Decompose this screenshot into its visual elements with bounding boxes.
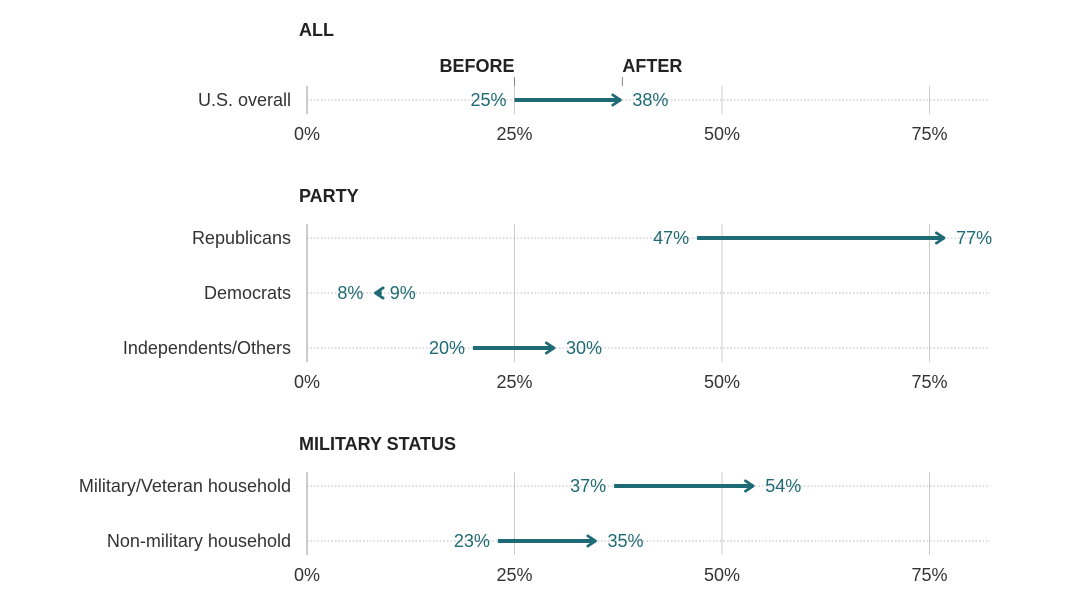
x-tick-label: 25% bbox=[496, 372, 532, 392]
row-label: Republicans bbox=[192, 228, 291, 248]
after-value-label: 38% bbox=[632, 90, 668, 110]
section-title: ALL bbox=[299, 20, 334, 40]
section-title: MILITARY STATUS bbox=[299, 434, 456, 454]
after-value-label: 35% bbox=[608, 531, 644, 551]
before-value-label: 23% bbox=[454, 531, 490, 551]
x-tick-label: 75% bbox=[911, 372, 947, 392]
before-value-label: 37% bbox=[570, 476, 606, 496]
x-tick-label: 75% bbox=[911, 565, 947, 585]
before-value-label: 9% bbox=[390, 283, 416, 303]
x-tick-label: 0% bbox=[294, 565, 320, 585]
row-label: Independents/Others bbox=[123, 338, 291, 358]
x-tick-label: 0% bbox=[294, 372, 320, 392]
after-value-label: 8% bbox=[337, 283, 363, 303]
x-tick-label: 50% bbox=[704, 124, 740, 144]
row-label: Military/Veteran household bbox=[79, 476, 291, 496]
x-tick-label: 50% bbox=[704, 565, 740, 585]
before-value-label: 20% bbox=[429, 338, 465, 358]
x-tick-label: 25% bbox=[496, 124, 532, 144]
x-tick-label: 0% bbox=[294, 124, 320, 144]
x-tick-label: 75% bbox=[911, 124, 947, 144]
x-tick-label: 50% bbox=[704, 372, 740, 392]
after-value-label: 77% bbox=[956, 228, 992, 248]
before-header: BEFORE bbox=[439, 56, 514, 76]
after-value-label: 54% bbox=[765, 476, 801, 496]
row-label: Non-military household bbox=[107, 531, 291, 551]
after-value-label: 30% bbox=[566, 338, 602, 358]
after-header: AFTER bbox=[622, 56, 682, 76]
row-label: Democrats bbox=[204, 283, 291, 303]
section-title: PARTY bbox=[299, 186, 359, 206]
row-label: U.S. overall bbox=[198, 90, 291, 110]
before-value-label: 47% bbox=[653, 228, 689, 248]
x-tick-label: 25% bbox=[496, 565, 532, 585]
before-value-label: 25% bbox=[470, 90, 506, 110]
